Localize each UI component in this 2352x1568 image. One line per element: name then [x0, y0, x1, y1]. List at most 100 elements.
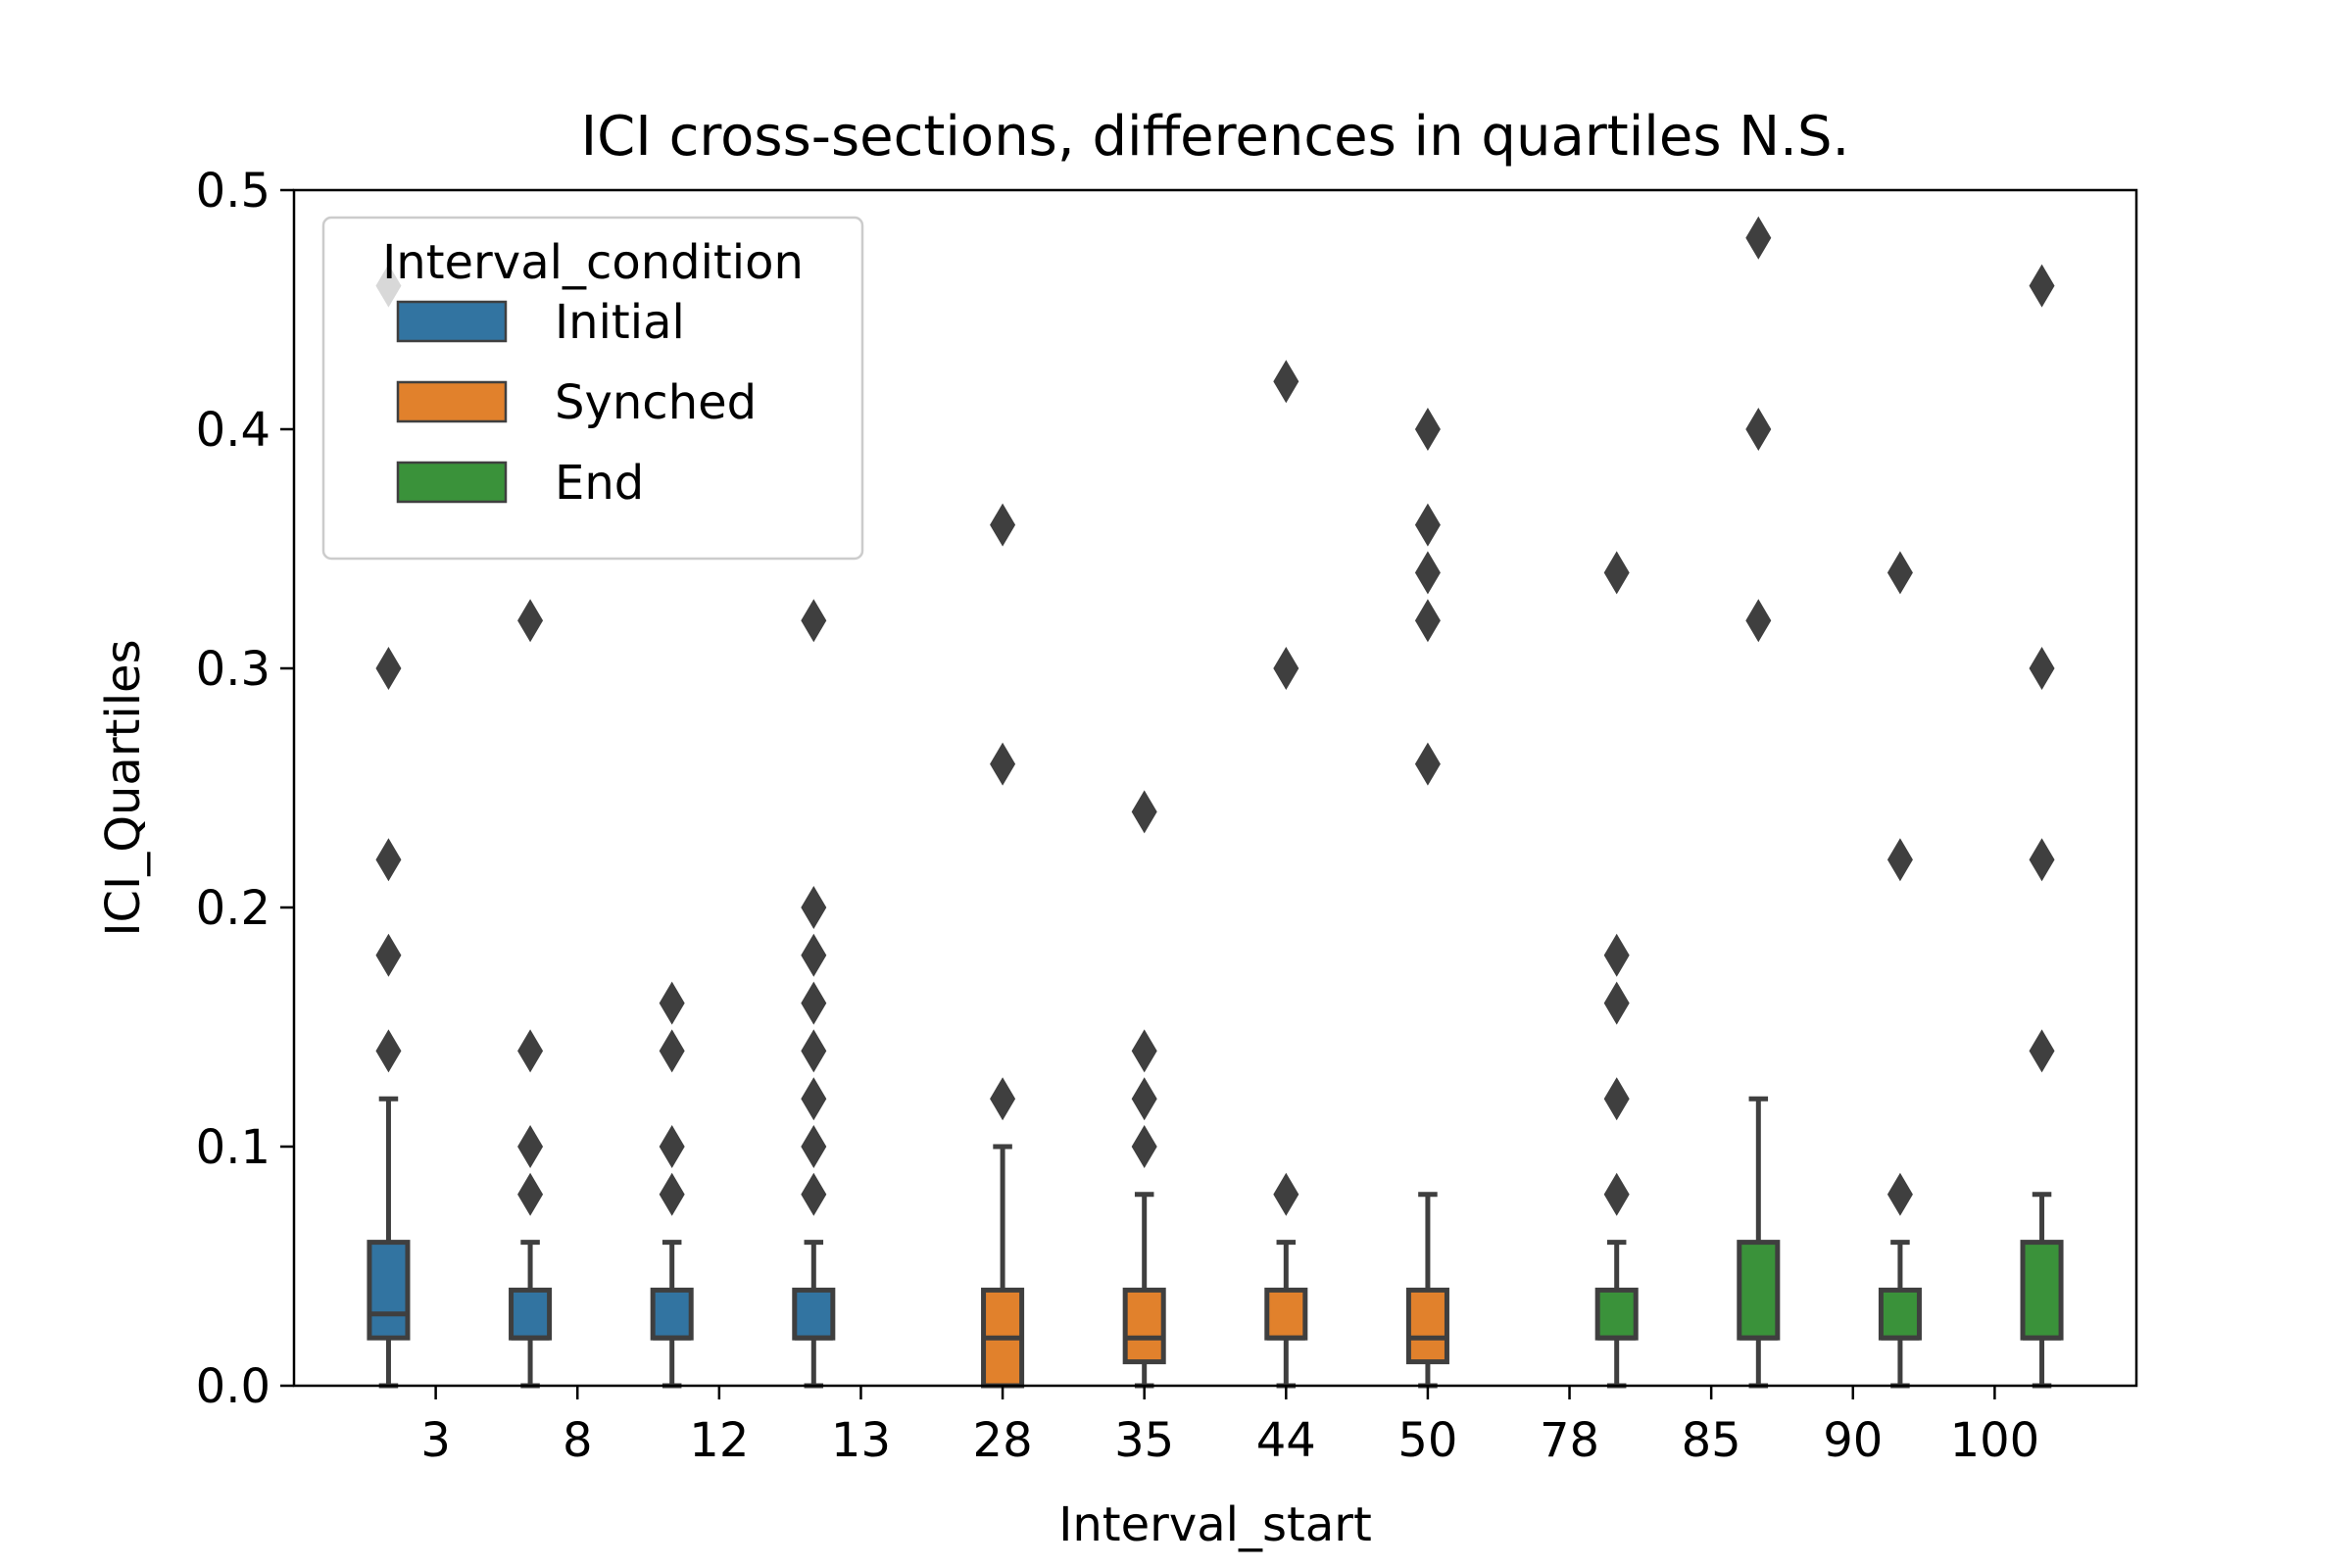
box-body [1405, 1287, 1449, 1365]
x-tick-label: 44 [1256, 1413, 1316, 1468]
x-axis: 3 8 12 13 28 35 44 50 78 85 90 100 [420, 1386, 2039, 1468]
outlier-point [517, 1172, 544, 1216]
legend-title: Interval_condition [382, 235, 804, 290]
y-tick-label: 0.5 [196, 164, 270, 219]
outlier-point [1273, 647, 1299, 690]
outlier-point [1886, 551, 1913, 595]
outlier-point [517, 1029, 544, 1073]
outlier-point [375, 647, 402, 690]
x-tick-label: 90 [1823, 1413, 1883, 1468]
outlier-point [1414, 599, 1441, 643]
outlier-point [801, 1125, 827, 1168]
outlier-point [1745, 408, 1772, 451]
x-tick-label: 100 [1950, 1413, 2040, 1468]
outlier-point [375, 933, 402, 977]
legend-swatch-synched [396, 380, 508, 423]
box-body [1594, 1287, 1639, 1341]
plot-area [367, 216, 2064, 1389]
outlier-point [1414, 742, 1441, 786]
outlier-point [1414, 551, 1441, 595]
box-body [367, 1240, 411, 1341]
box-44-synched [1264, 360, 1308, 1389]
outlier-point [1745, 216, 1772, 260]
outlier-point [1886, 1172, 1913, 1216]
outlier-point [1131, 1077, 1157, 1121]
outlier-point [2029, 838, 2055, 882]
legend-label-end: End [555, 456, 644, 511]
x-tick-label: 13 [831, 1413, 891, 1468]
box-90-end [1878, 551, 1922, 1389]
outlier-point [1273, 1172, 1299, 1216]
legend-label-initial: Initial [555, 295, 685, 350]
outlier-point [517, 1125, 544, 1168]
outlier-point [517, 599, 544, 643]
y-tick-label: 0.2 [196, 881, 270, 936]
box-body [792, 1287, 836, 1341]
x-tick-label: 12 [689, 1413, 749, 1468]
outlier-point [801, 1172, 827, 1216]
outlier-point [1886, 838, 1913, 882]
y-tick-label: 0.3 [196, 642, 270, 697]
box-body [650, 1287, 694, 1341]
x-axis-label: Interval_start [1058, 1497, 1372, 1552]
outlier-point [1414, 503, 1441, 547]
box-8-initial [509, 599, 553, 1389]
outlier-point [1603, 1172, 1630, 1216]
box-body [1737, 1240, 1781, 1341]
box-body [2020, 1240, 2064, 1341]
outlier-point [1131, 790, 1157, 834]
outlier-point [1603, 981, 1630, 1025]
outlier-point [801, 981, 827, 1025]
outlier-point [801, 1077, 827, 1121]
box-100-end [2020, 264, 2064, 1389]
outlier-point [1745, 599, 1772, 643]
outlier-point [990, 1077, 1016, 1121]
outlier-point [375, 838, 402, 882]
x-tick-label: 85 [1682, 1413, 1741, 1468]
y-tick-label: 0.4 [196, 403, 270, 458]
outlier-point [1273, 360, 1299, 404]
axes-frame [292, 188, 2138, 1388]
outlier-point [2029, 264, 2055, 308]
x-tick-label: 78 [1540, 1413, 1599, 1468]
x-tick-label: 35 [1114, 1413, 1174, 1468]
outlier-point [801, 599, 827, 643]
outlier-point [801, 933, 827, 977]
outlier-point [990, 742, 1016, 786]
x-tick-label: 50 [1397, 1413, 1457, 1468]
legend-swatch-initial [396, 300, 508, 343]
outlier-point [801, 886, 827, 929]
outlier-point [659, 981, 685, 1025]
box-12-initial [650, 981, 694, 1389]
outlier-point [1131, 1125, 1157, 1168]
outlier-point [990, 503, 1016, 547]
outlier-point [2029, 647, 2055, 690]
box-85-end [1737, 216, 1781, 1389]
outlier-point [1603, 933, 1630, 977]
outlier-point [659, 1125, 685, 1168]
outlier-point [1603, 551, 1630, 595]
legend-label-synched: Synched [555, 375, 757, 430]
y-tick-label: 0.0 [196, 1359, 270, 1414]
x-tick-label: 3 [420, 1413, 451, 1468]
x-tick-label: 28 [973, 1413, 1033, 1468]
outlier-point [375, 1029, 402, 1073]
outlier-point [1414, 408, 1441, 451]
y-axis-label: ICI_Quartiles [96, 639, 151, 936]
outlier-point [801, 1029, 827, 1073]
y-tick-label: 0.1 [196, 1120, 270, 1175]
outlier-point [1131, 1029, 1157, 1073]
box-body [1264, 1287, 1308, 1341]
box-50-synched [1405, 408, 1449, 1389]
box-35-synched [1122, 790, 1166, 1389]
outlier-point [659, 1172, 685, 1216]
chart-title: ICI cross-sections, differences in quart… [581, 105, 1850, 169]
box-13-initial [792, 599, 836, 1389]
outlier-point [1603, 1077, 1630, 1121]
outlier-point [2029, 1029, 2055, 1073]
y-axis: 0.0 0.1 0.2 0.3 0.4 0.5 [196, 164, 294, 1414]
box-78-end [1594, 551, 1639, 1389]
legend-swatch-end [396, 461, 508, 504]
